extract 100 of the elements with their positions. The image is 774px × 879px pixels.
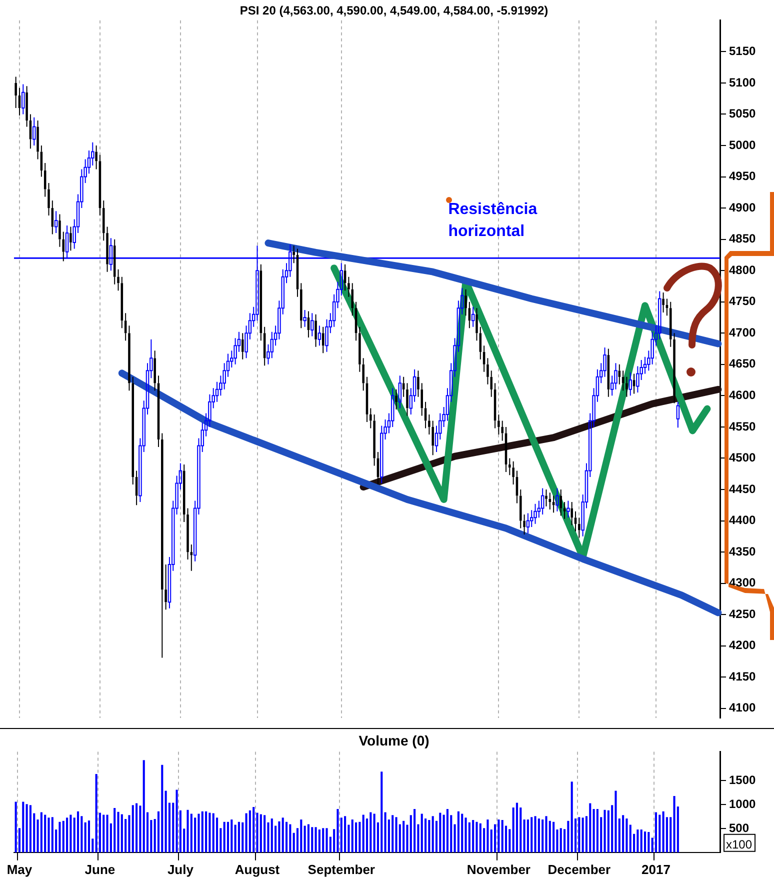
bar	[242, 822, 244, 852]
candlestick	[54, 210, 58, 234]
bar	[501, 820, 504, 852]
candlestick	[70, 226, 72, 252]
bar	[476, 822, 478, 852]
candlestick	[464, 288, 467, 316]
bar	[164, 790, 167, 852]
y-tick-label: 4800	[729, 262, 756, 277]
y-tick-label: 4750	[729, 294, 756, 308]
candlestick	[26, 86, 28, 128]
bar	[194, 818, 196, 852]
bar	[530, 817, 533, 852]
candlestick	[501, 420, 504, 442]
x-tick-label: August	[234, 862, 280, 877]
bar	[29, 805, 32, 852]
bar	[640, 830, 642, 852]
candlestick	[351, 282, 354, 316]
candlestick	[406, 382, 408, 416]
bar	[238, 822, 240, 852]
bar	[252, 807, 255, 852]
candlestick	[560, 489, 562, 516]
bar	[523, 819, 526, 852]
y-tick-label: 4200	[729, 638, 756, 652]
candlestick	[22, 84, 25, 115]
candlestick	[36, 120, 39, 160]
bar	[172, 802, 174, 852]
candlestick	[432, 420, 434, 456]
bar	[534, 816, 536, 852]
bar	[88, 820, 90, 852]
chart-title: PSI 20 (4,563.00, 4,590.00, 4,549.00, 4,584.00, -5.91992)	[240, 4, 548, 18]
bar	[560, 828, 562, 852]
bar	[300, 819, 302, 852]
candlestick	[48, 182, 50, 216]
candlestick	[154, 350, 156, 392]
candlestick	[117, 268, 120, 292]
bar	[570, 782, 573, 852]
bar	[40, 812, 42, 852]
candlestick	[566, 500, 570, 518]
bar	[314, 827, 317, 852]
bar	[614, 790, 617, 852]
y-tick-label: 5150	[729, 44, 756, 58]
bar	[48, 818, 50, 852]
y-tick-label: 4850	[729, 232, 756, 246]
candlestick	[523, 514, 526, 536]
candlestick	[498, 414, 500, 435]
bar	[516, 802, 518, 852]
candlestick	[490, 370, 493, 398]
bar	[58, 822, 61, 852]
bar	[362, 814, 364, 852]
candlestick	[476, 308, 478, 342]
bar	[234, 824, 236, 852]
bar	[22, 802, 24, 852]
candlestick	[373, 414, 376, 466]
candlestick	[106, 226, 108, 272]
candlestick	[292, 245, 295, 264]
ref-line-label: Resistência horizontal	[448, 201, 538, 240]
bar	[673, 796, 676, 852]
candlestick	[534, 503, 537, 524]
bar	[358, 822, 361, 852]
bar	[626, 818, 628, 852]
bar	[567, 820, 570, 852]
bar	[542, 819, 544, 852]
bar	[326, 828, 328, 852]
y-tick-label: 4400	[729, 513, 756, 528]
bar	[132, 805, 134, 852]
candlestick	[241, 332, 244, 360]
bar	[370, 812, 372, 852]
chart-title: Volume (0)	[358, 732, 430, 748]
bar	[428, 820, 430, 852]
bar	[205, 811, 208, 852]
bar	[102, 814, 105, 852]
candlestick	[628, 372, 632, 396]
candlestick	[14, 76, 17, 108]
bar	[120, 814, 123, 852]
y-tick-label: 1500	[729, 772, 756, 787]
bar	[260, 814, 262, 852]
bar	[208, 812, 211, 852]
bar	[212, 813, 214, 852]
x-tick-label: July	[167, 862, 194, 877]
bar	[654, 812, 658, 852]
candlestick	[362, 358, 364, 392]
bar	[662, 811, 664, 852]
bar	[245, 813, 248, 852]
candlestick	[570, 502, 573, 526]
bar	[395, 817, 398, 852]
candlestick	[102, 200, 105, 242]
candlestick	[540, 488, 544, 516]
candlestick	[618, 364, 621, 385]
bar	[304, 826, 306, 852]
bar	[278, 821, 280, 852]
candlestick	[526, 512, 530, 534]
bar	[76, 811, 80, 852]
bar	[446, 808, 449, 852]
bar	[136, 803, 138, 852]
candlestick	[395, 388, 398, 410]
candlestick	[420, 382, 424, 416]
candlestick	[574, 510, 577, 532]
bar	[486, 819, 489, 852]
bar	[472, 820, 474, 852]
x-tick-label: September	[308, 862, 375, 877]
